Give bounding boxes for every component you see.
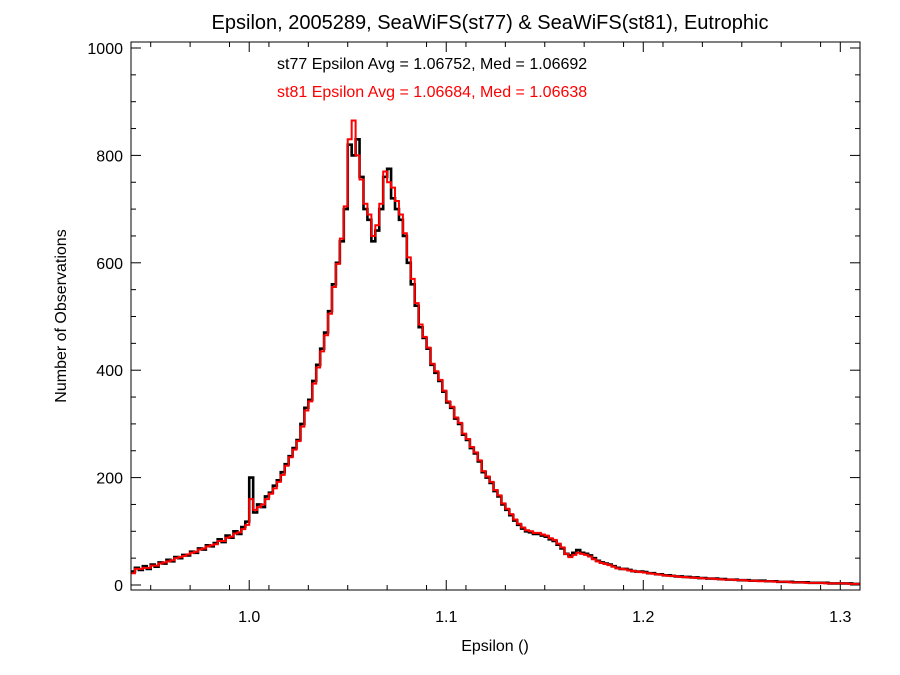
y-tick-label: 0 bbox=[114, 578, 123, 595]
y-tick-labels: 0 200 400 600 800 1000 bbox=[87, 41, 123, 595]
x-axis-label: Epsilon () bbox=[461, 638, 529, 655]
y-tick-label: 1000 bbox=[87, 41, 123, 58]
y-axis-label: Number of Observations bbox=[53, 229, 70, 402]
histogram-series bbox=[131, 119, 860, 586]
x-tick-labels: 1.0 1.1 1.2 1.3 bbox=[238, 609, 851, 626]
x-tick-label: 1.1 bbox=[435, 609, 457, 626]
plot-frame bbox=[130, 41, 861, 591]
series-st77-line bbox=[131, 137, 860, 586]
x-tick-label: 1.3 bbox=[829, 609, 851, 626]
series-st81-line bbox=[131, 119, 860, 585]
axis-ticks bbox=[131, 42, 861, 590]
x-tick-label: 1.2 bbox=[632, 609, 654, 626]
annotation-st81: st81 Epsilon Avg = 1.06684, Med = 1.0663… bbox=[277, 84, 587, 101]
y-tick-label: 600 bbox=[96, 256, 123, 273]
annotation-st77: st77 Epsilon Avg = 1.06752, Med = 1.0669… bbox=[277, 56, 587, 73]
y-tick-label: 400 bbox=[96, 363, 123, 380]
y-tick-label: 800 bbox=[96, 148, 123, 165]
chart-title: Epsilon, 2005289, SeaWiFS(st77) & SeaWiF… bbox=[212, 12, 769, 34]
x-tick-label: 1.0 bbox=[238, 609, 260, 626]
y-tick-label: 200 bbox=[96, 471, 123, 488]
